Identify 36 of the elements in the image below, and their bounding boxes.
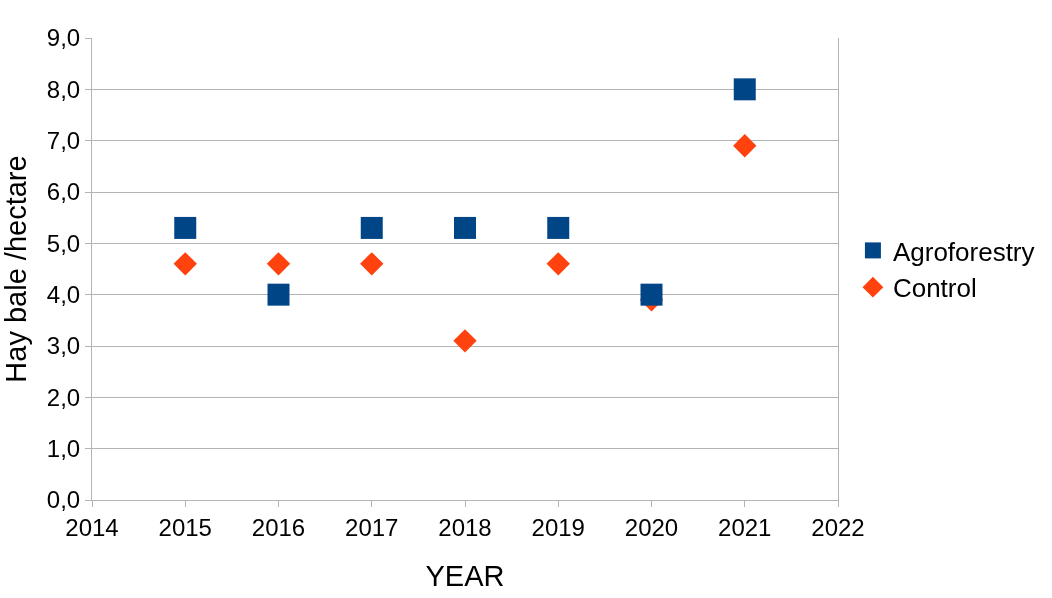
y-tick-label: 2,0: [46, 383, 81, 411]
point: [173, 252, 197, 276]
legend-label: Control: [892, 273, 977, 304]
y-tick-label: 6,0: [46, 178, 81, 206]
x-tick-label: 2021: [718, 513, 772, 541]
point: [360, 216, 383, 239]
x-axis-title: YEAR: [425, 559, 505, 592]
y-tick-label: 1,0: [46, 435, 81, 463]
y-tick-label: 4,0: [46, 281, 81, 309]
x-tick-label: 2014: [65, 513, 119, 541]
x-tick-label: 2018: [438, 513, 492, 541]
y-tick-label: 7,0: [46, 127, 81, 155]
x-tick-label: 2022: [811, 513, 865, 541]
x-tick-label: 2020: [624, 513, 679, 541]
legend-label: Agroforestry: [892, 236, 1035, 267]
point: [640, 283, 663, 306]
y-tick-label: 8,0: [46, 75, 81, 103]
x-tick-label: 2019: [531, 513, 585, 541]
y-tick-label: 0,0: [46, 486, 81, 514]
point: [266, 252, 291, 276]
point: [454, 216, 476, 239]
point: [733, 134, 757, 158]
y-tick-label: 3,0: [46, 332, 81, 360]
point: [546, 252, 570, 276]
x-tick-label: 2017: [345, 513, 399, 541]
y-axis-title: Hay bale /hectare: [0, 155, 32, 383]
point: [267, 283, 290, 306]
point: [453, 329, 477, 353]
y-tick-label: 9,0: [46, 24, 81, 52]
x-tick-label: 2015: [158, 513, 212, 541]
y-tick-label: 5,0: [46, 229, 81, 257]
point: [360, 252, 384, 276]
x-tick-label: 2016: [251, 513, 306, 541]
point: [174, 216, 197, 239]
point: [547, 216, 570, 239]
point: [733, 78, 756, 101]
